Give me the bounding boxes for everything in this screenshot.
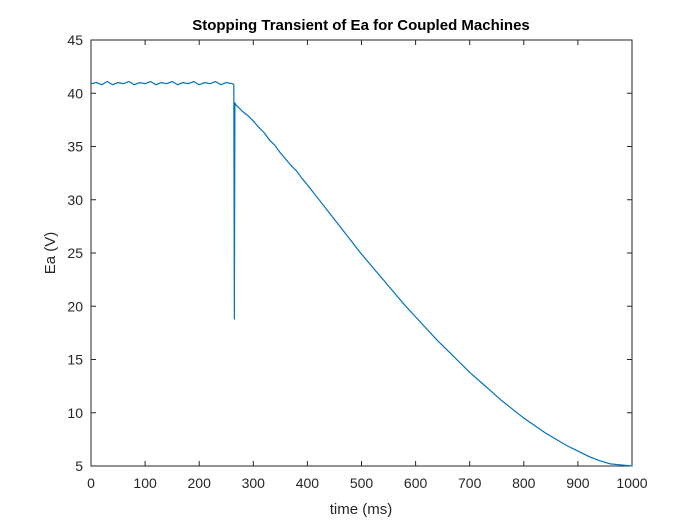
x-tick-label: 200 (188, 475, 212, 491)
axis-ticks (90, 39, 633, 467)
y-tick-label: 20 (67, 298, 83, 314)
y-tick-label: 10 (67, 405, 83, 421)
chart-title: Stopping Transient of Ea for Coupled Mac… (192, 17, 530, 34)
x-tick-label: 700 (458, 475, 482, 491)
x-axis-title: time (ms) (330, 501, 393, 518)
plot-area (90, 39, 633, 467)
series-line-ea (90, 80, 633, 467)
x-tick-label: 100 (133, 475, 157, 491)
x-tick-label: 900 (566, 475, 590, 491)
y-tick-label: 35 (67, 139, 83, 155)
y-tick-label: 40 (67, 85, 83, 101)
x-tick-label: 600 (404, 475, 428, 491)
y-tick-label: 45 (67, 32, 83, 48)
axis-tick-labels: 0 100 200 300 400 500 600 700 800 900 1000 5 10 15 20 2… (67, 32, 647, 491)
x-tick-label: 500 (350, 475, 374, 491)
y-tick-label: 25 (67, 245, 83, 261)
x-tick-label: 0 (87, 475, 95, 491)
x-tick-label: 1000 (616, 475, 647, 491)
y-axis-title: Ea (V) (42, 232, 59, 275)
y-tick-label: 15 (67, 352, 83, 368)
y-tick-label: 5 (75, 458, 83, 474)
x-tick-label: 400 (296, 475, 320, 491)
x-tick-label: 300 (242, 475, 266, 491)
y-tick-label: 30 (67, 192, 83, 208)
x-tick-label: 800 (512, 475, 536, 491)
